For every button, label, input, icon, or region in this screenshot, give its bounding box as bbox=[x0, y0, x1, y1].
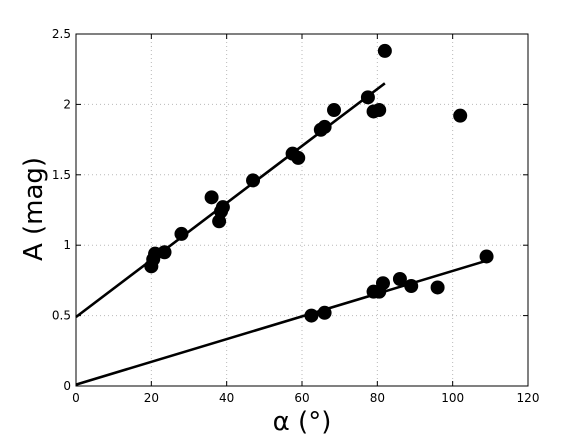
y-tick-label: 1 bbox=[63, 238, 71, 252]
data-point bbox=[204, 190, 219, 205]
x-tick-label: 80 bbox=[370, 391, 385, 405]
x-tick-label: 40 bbox=[219, 391, 234, 405]
data-point bbox=[317, 119, 332, 134]
y-axis-label: A (mag) bbox=[19, 157, 49, 261]
y-tick-label: 0.5 bbox=[52, 309, 71, 323]
tick-labels: 0 20 40 60 80 100 120 0 0.5 1 1.5 2 2.5 bbox=[52, 27, 540, 405]
data-point bbox=[479, 249, 494, 264]
data-point bbox=[377, 43, 392, 58]
data-point bbox=[392, 271, 407, 286]
data-point bbox=[327, 103, 342, 118]
data-point bbox=[453, 108, 468, 123]
data-point bbox=[430, 280, 445, 295]
data-point bbox=[375, 276, 390, 291]
data-point bbox=[404, 279, 419, 294]
y-tick-label: 1.5 bbox=[52, 168, 71, 182]
data-points bbox=[144, 43, 494, 323]
x-tick-label: 60 bbox=[294, 391, 309, 405]
grid bbox=[76, 34, 528, 386]
x-tick-label: 100 bbox=[441, 391, 464, 405]
data-point bbox=[246, 173, 261, 188]
fit-line-2 bbox=[75, 259, 487, 386]
fit-line-1 bbox=[75, 82, 386, 319]
data-point bbox=[317, 305, 332, 320]
data-point bbox=[291, 150, 306, 165]
x-axis-label: α (°) bbox=[273, 407, 332, 437]
x-tick-label: 20 bbox=[144, 391, 159, 405]
data-point bbox=[304, 308, 319, 323]
data-point bbox=[372, 103, 387, 118]
x-tick-label: 0 bbox=[72, 391, 80, 405]
data-point bbox=[174, 226, 189, 241]
y-tick-label: 2.5 bbox=[52, 27, 71, 41]
data-point bbox=[214, 204, 229, 219]
y-tick-label: 0 bbox=[63, 379, 71, 393]
data-point bbox=[157, 245, 172, 260]
x-tick-label: 120 bbox=[517, 391, 540, 405]
y-tick-label: 2 bbox=[63, 97, 71, 111]
axis-ticks bbox=[75, 33, 529, 387]
fit-lines bbox=[75, 82, 487, 386]
data-point bbox=[360, 90, 375, 105]
